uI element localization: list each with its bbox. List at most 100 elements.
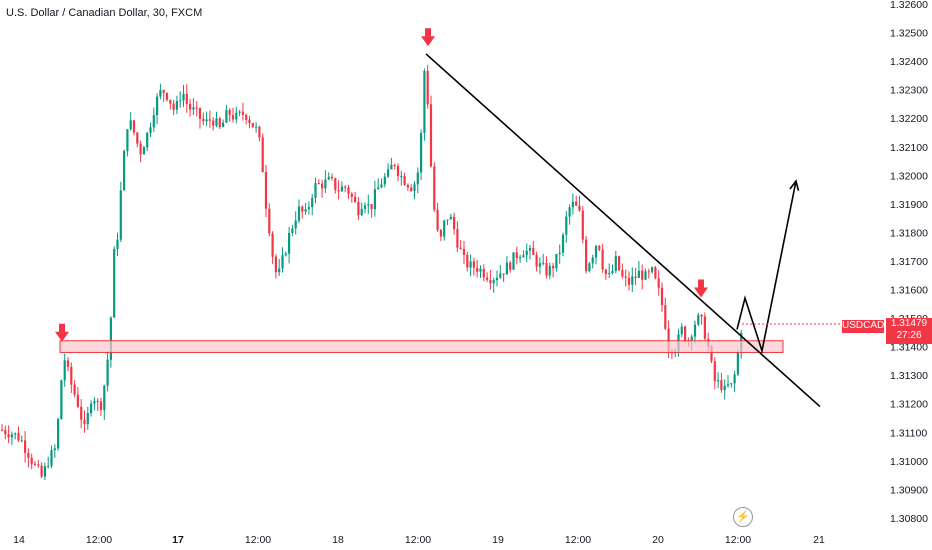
candle-body <box>17 433 20 441</box>
candle-body <box>426 70 429 105</box>
candle-body <box>561 234 565 253</box>
x-tick-label: 12:00 <box>245 534 271 546</box>
y-tick-label: 1.32300 <box>890 85 928 97</box>
candle-body <box>535 254 538 267</box>
candle-body <box>245 114 248 120</box>
candle-body <box>53 448 56 451</box>
candle-body <box>495 277 499 281</box>
candle-body <box>406 184 409 188</box>
candle-body <box>7 434 10 438</box>
candle-body <box>657 278 660 288</box>
candle-body <box>165 93 169 100</box>
candle-body <box>538 263 541 267</box>
candle-body <box>400 176 403 178</box>
candle-body <box>703 316 706 339</box>
candle-body <box>690 336 693 342</box>
candle-body <box>598 245 601 250</box>
candle-body <box>317 183 320 185</box>
candle-body <box>149 127 152 133</box>
candle-body <box>175 101 178 110</box>
candle-body <box>208 119 211 121</box>
candle-body <box>255 126 258 128</box>
candle-body <box>720 380 723 391</box>
y-tick-label: 1.31100 <box>890 427 927 439</box>
candle-body <box>383 176 386 185</box>
candle-body <box>651 267 654 272</box>
candle-body <box>558 252 561 255</box>
candle-body <box>393 164 396 166</box>
candle-body <box>27 452 30 458</box>
candle-body <box>492 280 495 284</box>
candle-body <box>162 90 165 94</box>
candle-body <box>258 126 261 138</box>
candle-body <box>363 205 367 209</box>
time-axis: 14 12:00 17 12:00 18 12:00 19 12:00 20 12:00 21 <box>13 534 825 546</box>
candle-body <box>614 256 617 271</box>
candle-body <box>443 220 446 237</box>
candle-body <box>225 110 228 123</box>
candle-body <box>185 93 188 104</box>
candle-body <box>76 394 79 407</box>
candle-body <box>139 143 142 155</box>
candle-body <box>37 464 40 466</box>
y-tick-label: 1.31400 <box>890 342 928 354</box>
candle-body <box>360 208 363 216</box>
candle-body <box>50 450 53 466</box>
lightning-icon[interactable]: ⚡ <box>733 507 753 527</box>
candle-body <box>370 204 373 210</box>
candle-body <box>20 440 23 442</box>
candle-body <box>146 132 149 148</box>
candlestick-series <box>0 64 743 481</box>
candle-body <box>357 201 360 216</box>
candle-body <box>396 165 400 177</box>
support-zone[interactable] <box>59 340 784 353</box>
y-tick-label: 1.31800 <box>890 227 928 239</box>
candle-body <box>439 229 442 237</box>
candle-body <box>479 268 482 272</box>
candle-body <box>24 440 27 453</box>
candle-body <box>482 268 485 278</box>
candle-body <box>380 184 383 188</box>
trendline[interactable] <box>425 53 821 408</box>
candle-body <box>509 262 512 270</box>
candle-body <box>354 196 357 202</box>
candle-body <box>621 270 624 277</box>
candle-body <box>10 434 13 438</box>
candle-body <box>281 255 284 269</box>
candle-body <box>476 267 479 272</box>
candle-body <box>129 120 132 130</box>
x-tick-label: 20 <box>652 534 664 546</box>
candle-body <box>525 250 528 256</box>
symbol-tag: USDCAD <box>842 320 885 333</box>
candle-body <box>512 252 515 270</box>
candle-body <box>700 314 703 317</box>
candle-body <box>70 366 73 385</box>
candle-body <box>486 277 489 280</box>
x-tick-label: 12:00 <box>565 534 591 546</box>
candle-body <box>261 137 264 173</box>
x-tick-label: 21 <box>813 534 825 546</box>
candle-body <box>611 270 614 273</box>
candle-body <box>555 254 558 269</box>
candle-body <box>330 176 334 179</box>
candle-body <box>660 287 664 306</box>
down-arrow-marker-icon <box>55 323 69 342</box>
candle-body <box>60 380 63 420</box>
candle-body <box>459 247 462 249</box>
candle-body <box>693 324 697 337</box>
candle-body <box>568 207 571 217</box>
candle-body <box>601 249 604 270</box>
candle-body <box>142 147 145 155</box>
candle-body <box>631 276 634 285</box>
candle-body <box>14 433 17 435</box>
bar-countdown: 27:26 <box>896 330 922 341</box>
y-tick-label: 1.32500 <box>890 28 928 40</box>
candle-body <box>449 216 452 220</box>
candle-body <box>515 252 518 259</box>
candle-body <box>202 118 205 122</box>
candle-body <box>344 186 347 188</box>
projection-path[interactable] <box>736 180 797 355</box>
candle-body <box>664 305 667 329</box>
candle-body <box>680 326 683 335</box>
